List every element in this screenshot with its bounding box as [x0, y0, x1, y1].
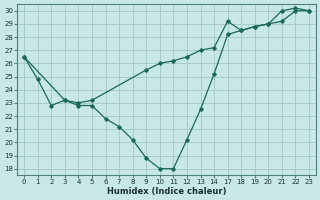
X-axis label: Humidex (Indice chaleur): Humidex (Indice chaleur)	[107, 187, 226, 196]
